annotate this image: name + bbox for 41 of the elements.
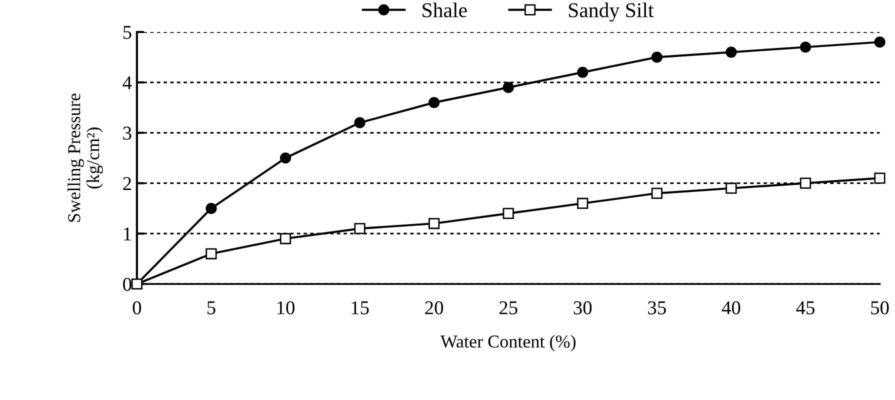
point — [577, 66, 588, 78]
x-axis-title: Water Content (%) — [440, 334, 576, 352]
y-tick-label: 3 — [123, 126, 132, 140]
point — [726, 182, 737, 194]
y-axis-title: Swelling Pressure (kg/cm²) — [68, 94, 103, 222]
point — [428, 97, 440, 108]
point — [502, 82, 514, 93]
point — [280, 152, 292, 164]
point — [800, 42, 812, 53]
x-tick-label: 25 — [499, 301, 518, 314]
x-tick-label: 40 — [722, 301, 740, 314]
point — [726, 46, 737, 58]
point — [874, 172, 886, 184]
x-tick-label: 30 — [574, 301, 592, 314]
y-tick-label: 5 — [123, 26, 132, 39]
x-tick-label: 5 — [207, 301, 216, 314]
point — [354, 223, 366, 234]
point — [280, 233, 292, 244]
x-tick-label: 0 — [132, 301, 142, 314]
y-tick-label: 4 — [122, 76, 132, 90]
point — [502, 208, 514, 219]
x-tick-label: 10 — [277, 301, 294, 314]
point — [874, 36, 886, 48]
point — [577, 198, 588, 209]
x-tick-label: 50 — [871, 301, 889, 314]
point — [206, 202, 217, 214]
point — [651, 52, 662, 63]
point — [354, 117, 366, 128]
y-tick-label: 0 — [123, 278, 132, 291]
point — [428, 218, 440, 230]
y-tick-label: 1 — [124, 228, 131, 240]
x-tick-label: 35 — [648, 301, 666, 314]
x-tick-label: 45 — [796, 301, 814, 314]
point — [800, 178, 812, 189]
point — [206, 248, 217, 260]
point — [651, 188, 662, 199]
x-tick-label: 15 — [352, 301, 369, 314]
legend-label: Shale — [422, 2, 467, 18]
legend-label: Sandy Silt — [568, 2, 654, 22]
y-tick-label: 2 — [123, 177, 131, 190]
x-tick-label: 20 — [425, 301, 444, 314]
